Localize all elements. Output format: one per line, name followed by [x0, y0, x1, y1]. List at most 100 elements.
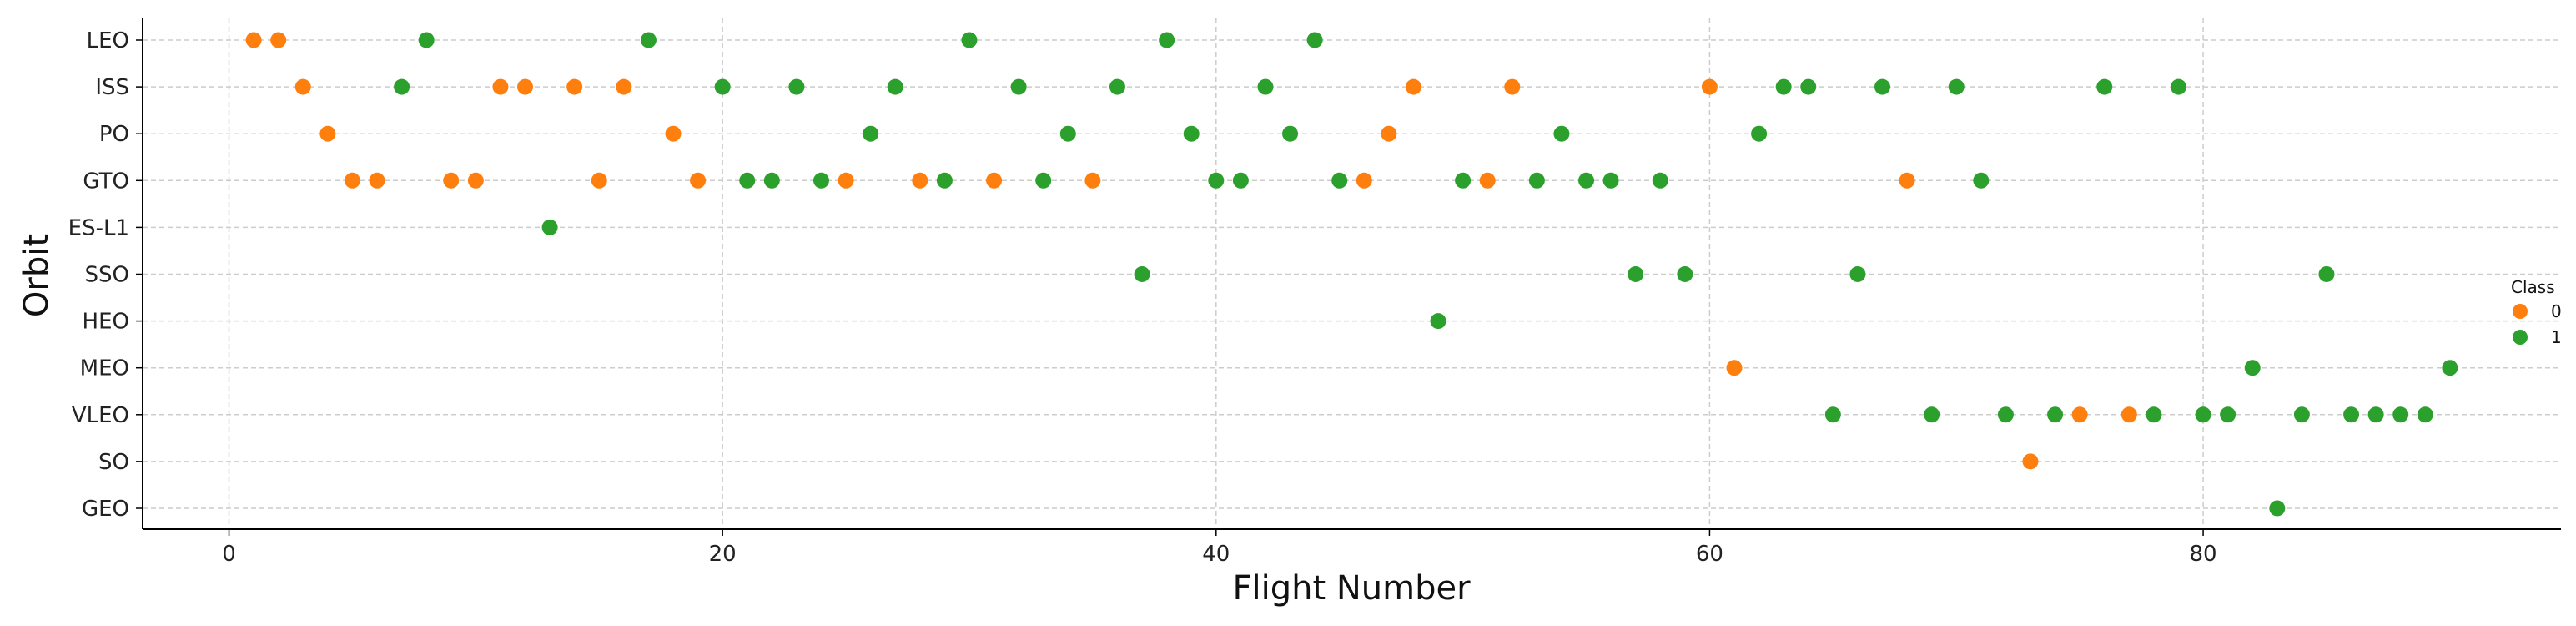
data-point-class-1: [2047, 406, 2064, 423]
data-point-class-1: [936, 172, 953, 189]
data-points: [245, 32, 2458, 517]
y-tick-label: GEO: [82, 497, 129, 522]
y-tick-label: GTO: [83, 169, 129, 194]
data-point-class-1: [394, 78, 410, 95]
y-tick-label: VLEO: [72, 403, 129, 428]
data-point-class-1: [418, 32, 435, 48]
y-ticks: LEO ISS PO GTO ES-L1 SSO HEO MEO VLEO SO GEO: [68, 28, 143, 522]
data-point-class-1: [1282, 125, 1299, 142]
data-point-class-0: [1726, 360, 1743, 376]
y-tick-label: ISS: [95, 75, 129, 100]
y-tick-label: SO: [98, 450, 129, 475]
data-point-class-1: [2146, 406, 2162, 423]
data-point-class-1: [2367, 406, 2384, 423]
data-point-class-1: [2343, 406, 2360, 423]
data-point-class-0: [319, 125, 336, 142]
data-point-class-1: [1430, 313, 1446, 330]
data-point-class-1: [1208, 172, 1225, 189]
legend-label-0: 0: [2551, 301, 2562, 321]
data-point-class-1: [1159, 32, 1175, 48]
data-point-class-1: [2244, 360, 2261, 376]
x-tick-label: 20: [709, 542, 737, 567]
y-tick-label: HEO: [83, 310, 129, 335]
data-point-class-1: [863, 125, 879, 142]
data-point-class-0: [2071, 406, 2088, 423]
x-axis-title: Flight Number: [1232, 569, 1471, 608]
data-point-class-0: [1899, 172, 1915, 189]
data-point-class-1: [2195, 406, 2211, 423]
y-tick-label: SSO: [85, 263, 129, 288]
grid: [143, 18, 2561, 529]
data-point-class-1: [887, 78, 903, 95]
data-point-class-1: [1578, 172, 1595, 189]
data-point-class-1: [1455, 172, 1472, 189]
data-point-class-1: [2220, 406, 2236, 423]
y-tick-label: MEO: [80, 356, 129, 381]
data-point-class-0: [1504, 78, 1521, 95]
data-point-class-0: [690, 172, 707, 189]
data-point-class-1: [2269, 500, 2286, 517]
data-point-class-0: [270, 32, 287, 48]
data-point-class-1: [1775, 78, 1792, 95]
data-point-class-0: [1381, 125, 1397, 142]
data-point-class-0: [369, 172, 385, 189]
data-point-class-0: [1405, 78, 1421, 95]
data-point-class-1: [1306, 32, 1323, 48]
data-point-class-0: [616, 78, 632, 95]
data-point-class-0: [1084, 172, 1101, 189]
data-point-class-1: [1652, 172, 1668, 189]
x-tick-label: 40: [1202, 542, 1230, 567]
data-point-class-1: [1849, 266, 1866, 282]
data-point-class-1: [1677, 266, 1693, 282]
data-point-class-0: [838, 172, 854, 189]
data-point-class-1: [1257, 78, 1274, 95]
data-point-class-1: [1800, 78, 1817, 95]
x-tick-label: 0: [222, 542, 236, 567]
data-point-class-1: [1824, 406, 1841, 423]
data-point-class-0: [2121, 406, 2137, 423]
x-ticks: 0 20 40 60 80: [222, 529, 2217, 567]
data-point-class-1: [763, 172, 780, 189]
data-point-class-1: [1331, 172, 1348, 189]
data-point-class-1: [1035, 172, 1052, 189]
data-point-class-0: [1356, 172, 1372, 189]
data-point-class-1: [1109, 78, 1125, 95]
data-point-class-1: [2293, 406, 2310, 423]
data-point-class-1: [2417, 406, 2433, 423]
y-tick-label: PO: [99, 122, 129, 147]
x-tick-label: 60: [1696, 542, 1723, 567]
data-point-class-1: [541, 219, 558, 235]
data-point-class-1: [2392, 406, 2409, 423]
data-point-class-1: [714, 78, 731, 95]
data-point-class-0: [492, 78, 509, 95]
data-point-class-1: [1948, 78, 1965, 95]
data-point-class-0: [591, 172, 607, 189]
y-axis-title: Orbit: [18, 234, 56, 317]
data-point-class-0: [467, 172, 484, 189]
data-point-class-1: [1751, 125, 1768, 142]
data-point-class-1: [1973, 172, 1990, 189]
data-point-class-1: [739, 172, 756, 189]
data-point-class-1: [1528, 172, 1545, 189]
data-point-class-1: [2442, 360, 2458, 376]
data-point-class-1: [1924, 406, 1940, 423]
legend-title: Class: [2511, 277, 2555, 297]
data-point-class-0: [294, 78, 311, 95]
data-point-class-1: [1997, 406, 2014, 423]
data-point-class-1: [1183, 125, 1200, 142]
data-point-class-1: [2096, 78, 2113, 95]
data-point-class-0: [912, 172, 928, 189]
legend-label-1: 1: [2551, 327, 2562, 347]
data-point-class-1: [1553, 125, 1570, 142]
data-point-class-1: [1602, 172, 1619, 189]
data-point-class-1: [788, 78, 805, 95]
data-point-class-1: [1628, 266, 1644, 282]
data-point-class-1: [1010, 78, 1027, 95]
data-point-class-1: [961, 32, 978, 48]
data-point-class-0: [566, 78, 583, 95]
legend-marker-0: [2513, 304, 2528, 319]
data-point-class-1: [813, 172, 829, 189]
data-point-class-1: [1059, 125, 1076, 142]
data-point-class-0: [2022, 453, 2039, 470]
